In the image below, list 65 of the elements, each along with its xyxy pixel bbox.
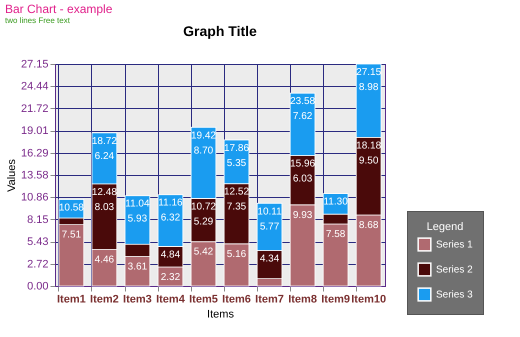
x-tick-label: Item4 [156, 294, 186, 306]
y-tick-label: 2.72 [27, 258, 48, 270]
data-label: 3.61 [128, 261, 148, 272]
annotation: 10.72 [190, 201, 216, 212]
x-tick-label: Item7 [255, 294, 284, 306]
data-label: 6.24 [94, 150, 115, 162]
data-label: 8.98 [358, 82, 379, 93]
data-label: 8.70 [194, 145, 214, 156]
data-label: 8.68 [358, 220, 379, 232]
total-label: 11.04 [125, 198, 150, 210]
y-tick-label: 10.86 [20, 192, 48, 204]
data-label: 7.35 [226, 202, 247, 213]
x-tick-label: Item1 [56, 294, 86, 306]
x-tick-label: Item5 [189, 294, 218, 306]
data-label: 7.58 [326, 229, 346, 240]
data-label: 6.32 [160, 212, 181, 224]
annotation: 4.34 [260, 254, 280, 265]
x-tick-label: Item2 [90, 294, 119, 306]
data-label: 5.35 [226, 158, 247, 169]
x-tick-label: Item9 [321, 294, 350, 306]
data-label: 9.50 [358, 155, 379, 166]
data-label: 5.42 [194, 246, 214, 258]
text: Bar Chart - example [5, 2, 113, 16]
x-tick-label: Item10 [351, 294, 386, 306]
total-label: 11.30 [323, 196, 348, 208]
total-label: 11.16 [158, 198, 184, 209]
legend-label: Series 3 [436, 290, 474, 300]
data-label: 5.29 [194, 216, 214, 228]
y-tick-label: 5.43 [27, 236, 48, 248]
y-tick-label: 19.01 [20, 125, 48, 138]
total-label: 18.72 [92, 136, 118, 147]
total-label: 10.11 [257, 206, 282, 218]
total-label: 17.86 [224, 142, 250, 154]
y-tick-label: 8.15 [27, 214, 48, 226]
legend-title: Legend [426, 221, 464, 233]
y-tick-label: 27.15 [20, 58, 48, 70]
total-label: 10.58 [58, 202, 84, 214]
x-axis-title: Items [207, 308, 234, 320]
y-tick-label: 16.29 [20, 147, 48, 160]
data-label: 9.93 [292, 210, 313, 221]
y-tick-label: 13.58 [20, 169, 48, 182]
y-tick-label: 0.00 [27, 280, 48, 292]
annotation: 12.52 [224, 186, 250, 198]
chart-title: Graph Title [183, 23, 258, 39]
legend-label: Series 2 [436, 264, 474, 276]
data-label: 5.16 [226, 248, 247, 260]
annotation: 4.84 [160, 249, 181, 260]
data-label: 6.03 [292, 174, 313, 184]
x-tick-label: Item3 [123, 294, 152, 306]
annotation: 12.48 [92, 186, 118, 198]
total-label: 19.42 [190, 130, 216, 142]
text: two lines Free text [5, 16, 71, 25]
x-tick-label: Item8 [288, 294, 317, 306]
data-label: 7.51 [62, 230, 82, 241]
x-tick-label: Item6 [222, 294, 251, 306]
data-label: 2.32 [160, 272, 181, 284]
y-tick-label: 24.44 [20, 80, 48, 93]
data-label: 5.93 [128, 214, 148, 225]
legend-label: Series 1 [436, 240, 474, 250]
data-label: 5.77 [260, 221, 280, 232]
data-label: 7.62 [292, 111, 313, 122]
y-axis-title: Values [6, 158, 18, 192]
data-label: 4.46 [94, 254, 115, 266]
y-tick-label: 21.72 [20, 102, 48, 115]
data-label: 8.03 [94, 202, 115, 213]
